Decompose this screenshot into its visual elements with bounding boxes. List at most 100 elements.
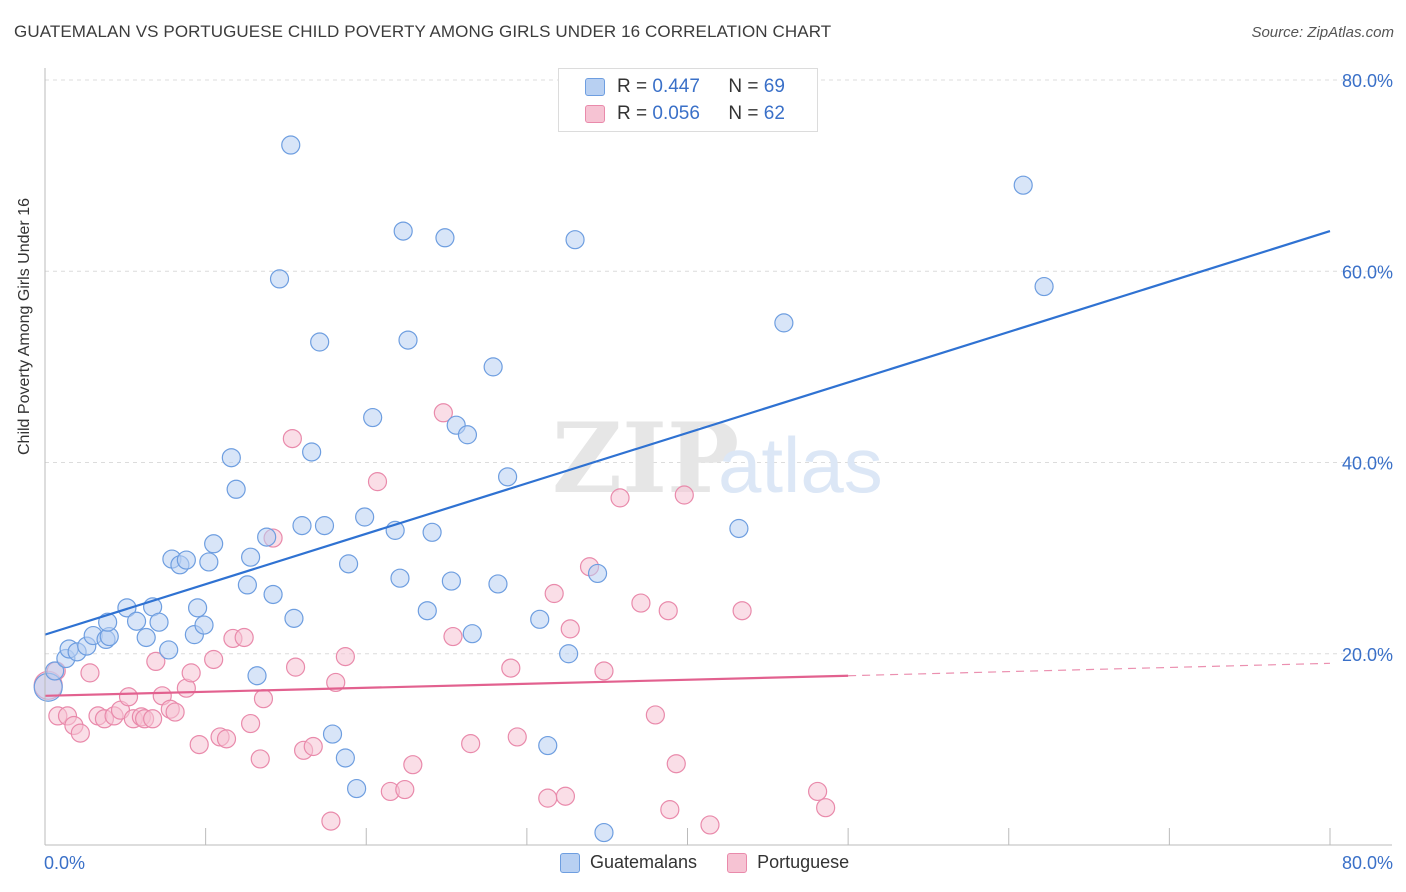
guatemalan-point [241, 547, 261, 567]
guatemalan-point [204, 534, 224, 554]
portuguese-point [118, 687, 139, 707]
guatemalan-trend-line [44, 230, 1331, 636]
portuguese-point [631, 593, 651, 613]
legend-label-guatemalans: Guatemalans [590, 852, 698, 872]
y-tick-label: 80.0% [1342, 71, 1393, 91]
portuguese-point [204, 649, 224, 670]
guatemalan-point [335, 748, 355, 768]
source-label: Source: ZipAtlas.com [1251, 24, 1394, 41]
guatemalan-point [538, 735, 558, 756]
guatemalan-point [587, 563, 608, 584]
guatemalan-point [498, 467, 518, 487]
guatemalan-point [422, 522, 442, 542]
portuguese-point [80, 663, 100, 683]
guatemalan-point [565, 230, 585, 250]
portuguese-point [234, 627, 254, 648]
guatemalan-point [226, 479, 246, 499]
portuguese-point [674, 485, 694, 505]
n-value: 62 [763, 103, 785, 124]
portuguese-point [165, 702, 185, 722]
guatemalan-point [199, 552, 219, 572]
portuguese-point [282, 428, 302, 449]
guatemalan-point [530, 609, 550, 629]
portuguese-point [700, 815, 720, 835]
portuguese-point [367, 472, 388, 492]
legend-swatch-blue [560, 852, 580, 873]
portuguese-point [610, 488, 630, 508]
legend-item-portuguese[interactable]: Portuguese [727, 852, 849, 873]
guatemalan-point [187, 598, 208, 618]
portuguese-point [403, 755, 423, 775]
guatemalan-point [176, 550, 196, 570]
portuguese-point [285, 657, 306, 677]
guatemalan-point [257, 527, 277, 547]
legend-row-guatemalans: R = 0.447 N = 69 [585, 75, 785, 99]
guatemalan-point [314, 516, 335, 536]
guatemalan-point [1013, 175, 1033, 195]
legend-row-portuguese: R = 0.056 N = 62 [585, 102, 785, 126]
guatemalan-point [247, 666, 267, 686]
x-tick-label: 0.0% [44, 853, 85, 873]
guatemalan-point [441, 571, 461, 591]
guatemalan-point [363, 407, 383, 428]
guatemalan-point [98, 612, 118, 632]
portuguese-point [658, 601, 678, 621]
guatemalan-point [149, 612, 169, 632]
guatemalan-point [126, 611, 147, 631]
n-label: N = [728, 103, 759, 124]
guatemalan-point [347, 778, 367, 799]
guatemalan-point [281, 135, 301, 155]
portuguese-point [544, 583, 564, 604]
portuguese-point [189, 734, 209, 755]
guatemalan-point [322, 724, 343, 744]
guatemalan-point [483, 357, 503, 377]
portuguese-point [507, 727, 527, 747]
portuguese-point [732, 601, 752, 621]
portuguese-point [816, 798, 836, 818]
guatemalan-point [194, 615, 214, 635]
portuguese-point [335, 647, 355, 667]
legend-label-portuguese: Portuguese [757, 852, 850, 872]
y-axis-label: Child Poverty Among Girls Under 16 [16, 198, 33, 455]
portuguese-point [253, 689, 274, 709]
portuguese-point [560, 619, 580, 639]
guatemalan-point [302, 442, 322, 462]
guatemalan-point [292, 516, 312, 536]
portuguese-point [594, 661, 614, 681]
guatemalan-point [269, 269, 290, 289]
guatemalan-point [390, 568, 410, 588]
guatemalan-point [393, 221, 413, 241]
r-label: R = [617, 103, 648, 124]
portuguese-trend-line [44, 674, 849, 697]
guatemalan-point [488, 574, 508, 594]
portuguese-point [461, 734, 481, 754]
legend-item-guatemalans[interactable]: Guatemalans [560, 852, 697, 873]
guatemalan-point [263, 584, 283, 605]
watermark-atlas: atlas [718, 421, 883, 509]
stats-legend: R = 0.447 N = 69 R = 0.056 N = 62 [558, 68, 818, 132]
portuguese-trend-extension [848, 662, 1331, 677]
guatemalan-point [398, 330, 418, 350]
guatemalan-point [221, 448, 241, 468]
guatemalan-point [594, 822, 614, 843]
guatemalan-point [355, 507, 375, 527]
guatemalan-point [136, 627, 156, 648]
guatemalan-point [559, 644, 579, 664]
portuguese-point [143, 709, 163, 729]
guatemalan-point [45, 661, 65, 681]
portuguese-point [501, 658, 521, 678]
legend-swatch-pink [585, 105, 605, 123]
r-value: 0.056 [652, 103, 700, 124]
r-label: R = [617, 76, 648, 97]
portuguese-point [395, 779, 415, 800]
guatemalan-point [457, 425, 478, 445]
portuguese-point [216, 729, 237, 749]
legend-swatch-blue [585, 78, 605, 96]
guatemalan-point [338, 554, 359, 574]
portuguese-point [443, 626, 463, 647]
guatemalan-point [310, 332, 330, 352]
guatemalan-point [729, 518, 749, 539]
guatemalan-point [159, 640, 179, 660]
portuguese-point [241, 713, 261, 734]
portuguese-point [250, 749, 270, 769]
